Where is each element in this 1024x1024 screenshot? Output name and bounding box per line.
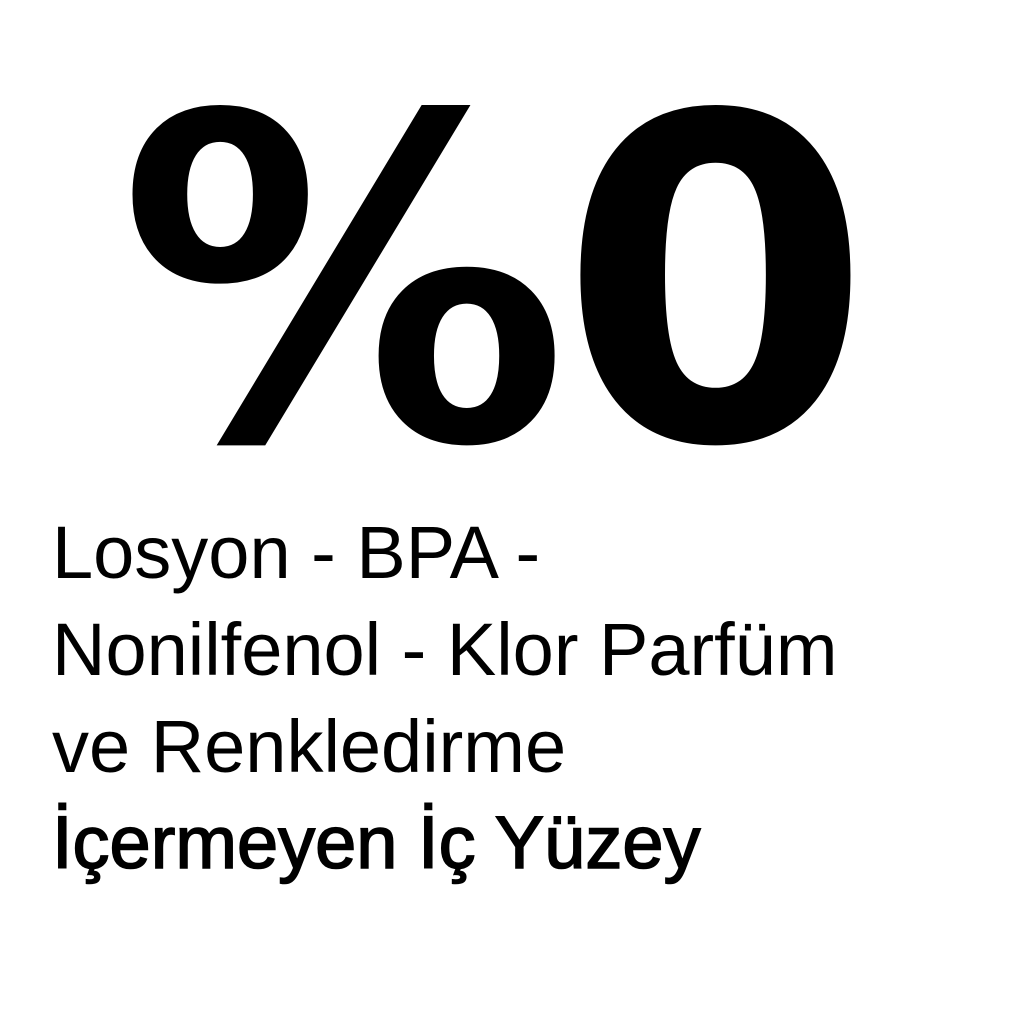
description-line-3: ve Renkledirme xyxy=(52,705,567,788)
emphasis-line: İçermeyen İç Yüzey xyxy=(51,800,701,885)
description-line-1: Losyon - BPA - xyxy=(52,511,541,594)
zero-percent-headline: %0 xyxy=(118,22,872,546)
description-line-2: Nonilfenol - Klor Parfüm xyxy=(52,608,838,691)
